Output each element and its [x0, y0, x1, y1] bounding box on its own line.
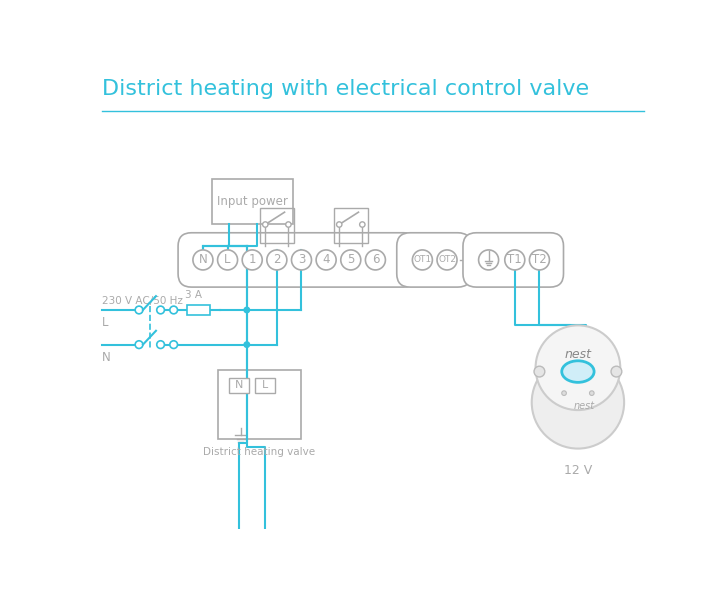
- Circle shape: [531, 356, 624, 448]
- Circle shape: [193, 250, 213, 270]
- FancyBboxPatch shape: [397, 233, 471, 287]
- Circle shape: [267, 250, 287, 270]
- Circle shape: [505, 250, 525, 270]
- Circle shape: [365, 250, 385, 270]
- Circle shape: [243, 307, 250, 314]
- Circle shape: [242, 250, 262, 270]
- Text: District heating with electrical control valve: District heating with electrical control…: [102, 79, 589, 99]
- Text: Input power: Input power: [217, 195, 288, 208]
- Circle shape: [263, 222, 268, 227]
- Circle shape: [590, 391, 594, 396]
- Circle shape: [316, 250, 336, 270]
- Text: OT1: OT1: [414, 255, 432, 264]
- FancyBboxPatch shape: [229, 378, 249, 393]
- Circle shape: [291, 250, 312, 270]
- Text: 6: 6: [372, 254, 379, 267]
- Circle shape: [157, 306, 165, 314]
- Text: 3: 3: [298, 254, 305, 267]
- Circle shape: [341, 250, 361, 270]
- Circle shape: [562, 391, 566, 396]
- Text: District heating valve: District heating valve: [203, 447, 315, 457]
- Circle shape: [437, 250, 457, 270]
- Text: 3 A: 3 A: [185, 290, 202, 299]
- Text: N: N: [102, 351, 111, 364]
- Circle shape: [218, 250, 237, 270]
- Circle shape: [243, 341, 250, 348]
- Text: 5: 5: [347, 254, 355, 267]
- FancyBboxPatch shape: [218, 370, 301, 440]
- Circle shape: [412, 250, 432, 270]
- FancyBboxPatch shape: [256, 378, 275, 393]
- Text: N: N: [199, 254, 207, 267]
- Circle shape: [534, 366, 545, 377]
- Circle shape: [157, 341, 165, 349]
- Circle shape: [170, 306, 178, 314]
- Text: N: N: [235, 380, 243, 390]
- Ellipse shape: [562, 361, 594, 383]
- Circle shape: [611, 366, 622, 377]
- FancyBboxPatch shape: [178, 233, 417, 287]
- Circle shape: [285, 222, 291, 227]
- Text: L: L: [262, 380, 269, 390]
- Circle shape: [135, 341, 143, 349]
- Circle shape: [135, 306, 143, 314]
- Text: 12 V: 12 V: [563, 464, 592, 477]
- Text: nest: nest: [574, 401, 595, 411]
- FancyBboxPatch shape: [212, 179, 293, 224]
- Circle shape: [336, 222, 342, 227]
- FancyBboxPatch shape: [463, 233, 563, 287]
- Circle shape: [529, 250, 550, 270]
- Text: L: L: [224, 254, 231, 267]
- Text: nest: nest: [564, 348, 591, 361]
- Text: 230 V AC/50 Hz: 230 V AC/50 Hz: [102, 296, 183, 306]
- Text: 1: 1: [248, 254, 256, 267]
- Circle shape: [536, 326, 620, 410]
- Text: 2: 2: [273, 254, 280, 267]
- Circle shape: [170, 341, 178, 349]
- Circle shape: [360, 222, 365, 227]
- Text: T2: T2: [532, 254, 547, 267]
- FancyBboxPatch shape: [187, 305, 210, 315]
- Text: 4: 4: [323, 254, 330, 267]
- Text: T1: T1: [507, 254, 522, 267]
- Text: OT2: OT2: [438, 255, 456, 264]
- Circle shape: [478, 250, 499, 270]
- Text: L: L: [102, 316, 108, 329]
